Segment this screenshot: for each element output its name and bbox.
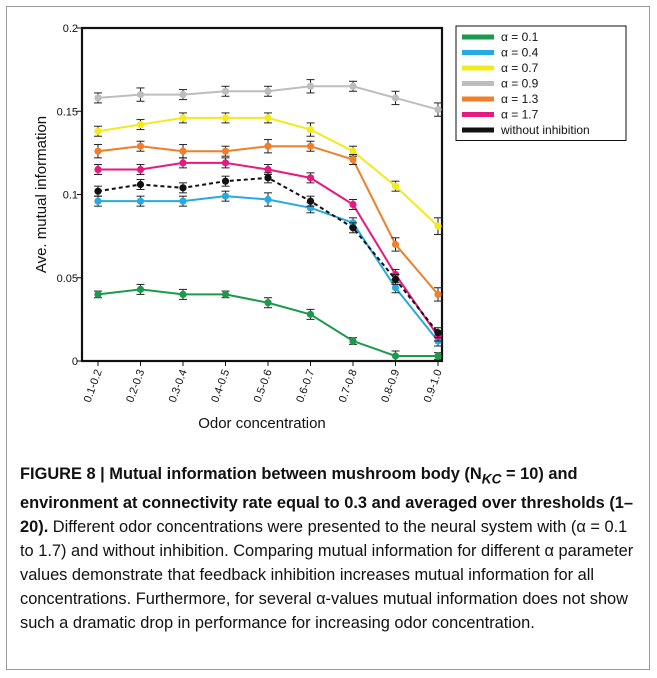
data-point [349, 82, 357, 90]
caption-title-subscript: KC [481, 471, 502, 487]
y-axis-label: Ave. mutual information [33, 116, 50, 273]
data-point [391, 352, 400, 360]
plot-area-frame [80, 26, 444, 363]
data-point [349, 337, 357, 345]
x-tick-label: 0.1-0.2 [82, 368, 105, 404]
data-point [264, 299, 272, 307]
data-point [136, 120, 145, 129]
figure-caption: FIGURE 8 | Mutual information between mu… [20, 462, 640, 635]
data-point [221, 177, 230, 185]
y-tick-label: 0.05 [57, 273, 78, 285]
figure-frame [6, 6, 650, 670]
data-point [221, 192, 230, 200]
data-point [179, 91, 187, 99]
data-point [136, 165, 145, 174]
series-line [98, 161, 439, 337]
series-6 [94, 172, 442, 339]
data-point [136, 91, 145, 99]
data-point [391, 182, 400, 190]
data-point [94, 290, 102, 298]
y-tick-label: 0 [72, 356, 78, 368]
x-tick-label: 0.5-0.6 [252, 368, 275, 404]
data-point [264, 114, 272, 122]
data-point [136, 197, 145, 205]
data-point [94, 165, 102, 174]
mutual-information-chart: 0 0.05 0.1 0.15 0.2 0.1-0.2 0.2-0.3 0.3-0.4 0.4-… [33, 23, 627, 432]
data-point [94, 94, 102, 102]
legend-entry-label: without inhibition [500, 123, 590, 137]
data-point [136, 285, 145, 294]
data-point [391, 284, 400, 292]
legend-entry-label: α = 0.7 [501, 61, 539, 75]
series-0 [94, 283, 442, 362]
x-tick-label: 0.6-0.7 [294, 368, 317, 404]
data-point [391, 94, 400, 102]
legend-entry-label: α = 0.1 [501, 30, 539, 44]
data-point [434, 329, 442, 337]
data-point [391, 240, 400, 249]
data-point [94, 197, 102, 205]
data-point [94, 147, 102, 155]
data-point [264, 87, 272, 95]
data-point [179, 159, 187, 167]
legend-entry-label: α = 1.3 [501, 92, 539, 106]
data-point [434, 105, 442, 114]
data-point [306, 125, 315, 134]
legend-entry-label: α = 1.7 [501, 108, 539, 122]
data-point [391, 275, 400, 284]
data-point [179, 184, 187, 192]
data-point [221, 147, 230, 155]
data-point [264, 165, 272, 174]
data-point [349, 224, 357, 232]
data-point [306, 197, 315, 205]
data-point [179, 147, 187, 155]
x-tick-label: 0.7-0.8 [337, 368, 360, 404]
data-point [94, 127, 102, 135]
series-2 [94, 112, 442, 235]
data-point [264, 195, 272, 204]
data-point [306, 142, 315, 150]
data-point [349, 200, 357, 209]
caption-body: Different odor concentrations were prese… [20, 518, 634, 633]
data-point [434, 352, 442, 360]
data-point [136, 142, 145, 150]
data-point [264, 174, 272, 182]
data-point [434, 222, 442, 230]
series-1 [94, 190, 442, 347]
data-point [264, 142, 272, 150]
y-tick-label: 0.2 [63, 23, 78, 35]
data-point [349, 155, 357, 164]
caption-title: FIGURE 8 | Mutual information between mu… [20, 465, 633, 536]
legend-entry-label: α = 0.9 [501, 77, 539, 91]
data-point [306, 310, 315, 318]
series-3 [94, 79, 442, 117]
x-tick-label: 0.2-0.3 [124, 368, 147, 404]
data-point [179, 197, 187, 205]
x-axis-label: Odor concentration [198, 415, 326, 432]
data-point [349, 147, 357, 155]
y-tick-label: 0.15 [57, 106, 78, 118]
data-point [306, 174, 315, 182]
legend-entry-label: α = 0.4 [501, 46, 539, 60]
x-tick-label: 0.4-0.5 [209, 368, 232, 404]
caption-title-rest: = 10) and environment at connectivity ra… [20, 465, 634, 537]
data-point [221, 290, 230, 298]
x-tick-label: 0.3-0.4 [167, 368, 190, 404]
caption-title-start: FIGURE 8 | Mutual information between mu… [20, 465, 482, 483]
data-point [221, 114, 230, 122]
series-4 [94, 139, 442, 302]
data-point [221, 159, 230, 167]
data-point [221, 87, 230, 95]
data-point [434, 290, 442, 298]
data-point [179, 290, 187, 298]
data-point [94, 187, 102, 195]
data-point [136, 180, 145, 189]
y-tick-label: 0.1 [63, 190, 78, 202]
data-point [306, 82, 315, 90]
series-5 [94, 157, 442, 342]
data-point [179, 114, 187, 122]
x-tick-label: 0.8-0.9 [379, 368, 402, 404]
x-tick-label: 0.9-1.0 [422, 368, 445, 404]
